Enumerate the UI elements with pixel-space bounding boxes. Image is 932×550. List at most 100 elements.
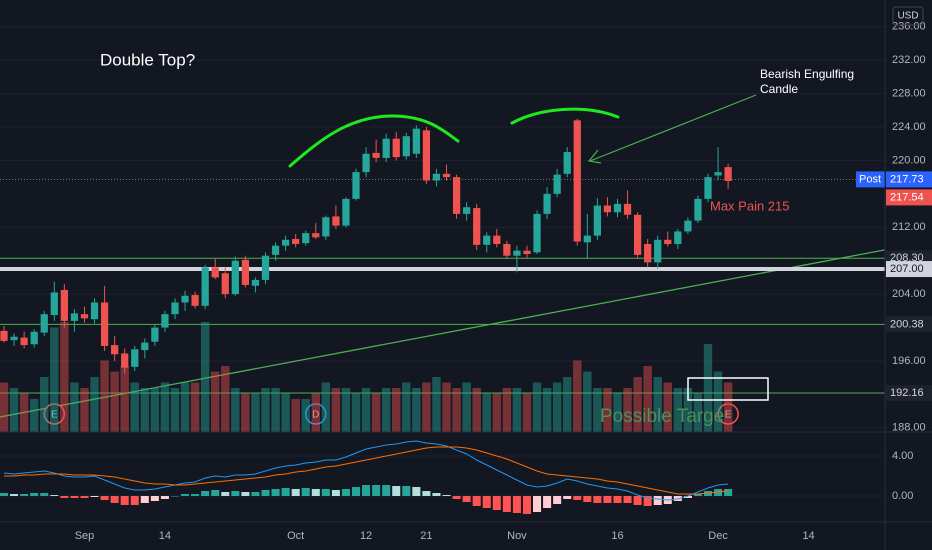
last-badge-label: 217.54 (890, 191, 924, 203)
y-tick-label: 0.00 (892, 490, 913, 502)
candle-body (533, 213, 541, 253)
volume-bar (60, 322, 69, 432)
engulfing-note: Candle (760, 82, 798, 96)
top-arc (510, 107, 620, 125)
volume-bar (9, 388, 19, 432)
volume-bar (50, 327, 59, 432)
volume-bar (221, 366, 230, 432)
x-tick-label: 14 (802, 530, 814, 542)
engulfing-note: Bearish Engulfing (760, 67, 854, 81)
macd-histogram (0, 493, 9, 496)
x-tick-label: 16 (611, 530, 623, 542)
macd-histogram (482, 496, 491, 508)
macd-histogram (402, 486, 411, 496)
volume-bar (713, 371, 723, 432)
volume-bar (412, 388, 421, 432)
macd-histogram (362, 485, 371, 496)
candle-body (261, 255, 270, 280)
macd-histogram (181, 494, 190, 496)
candle-body (231, 260, 239, 295)
volume-bar (160, 382, 170, 432)
y-tick-label: 212.00 (892, 221, 926, 233)
volume-bar (321, 382, 331, 432)
currency: USD (897, 11, 918, 22)
volume-bar (90, 377, 99, 432)
volume-bar (723, 382, 733, 432)
volume-bar (130, 382, 139, 432)
macd-histogram (150, 496, 159, 501)
candle-body (251, 279, 260, 286)
volume-bar (432, 377, 441, 432)
candle-body (292, 238, 300, 244)
event-marker (43, 403, 66, 425)
candle-body (151, 327, 159, 342)
macd-histogram (502, 496, 511, 512)
candle-body (603, 205, 612, 213)
volume-bar (683, 388, 693, 432)
macd-histogram (281, 488, 290, 496)
currency-box (892, 6, 924, 26)
volume-bar (492, 393, 502, 432)
event-marker (717, 403, 739, 425)
volume-bar (70, 382, 79, 432)
y-tick-label: 236.00 (892, 21, 926, 33)
arrow (589, 94, 757, 162)
macd-histogram (432, 493, 441, 496)
price-badge-label: 200.38 (890, 318, 924, 330)
volume-bar (241, 393, 250, 432)
macd-histogram (724, 489, 733, 496)
macd-histogram (422, 491, 431, 496)
volume-bar (341, 388, 351, 432)
macd-histogram (683, 496, 692, 498)
y-tick-label: 188.00 (892, 422, 926, 434)
macd-histogram (211, 490, 220, 496)
volume-bar (371, 393, 381, 432)
volume-bar (301, 399, 310, 432)
candle-body (714, 172, 722, 176)
volume-bar (522, 393, 532, 432)
macd-histogram (603, 496, 612, 503)
candle-body (90, 302, 99, 320)
x-tick-label: Dec (708, 530, 728, 542)
candle-body (402, 136, 410, 157)
candle-body (131, 349, 139, 367)
price-badge (886, 316, 932, 333)
post-tag (856, 171, 885, 188)
macd-histogram (231, 491, 240, 496)
y-tick-label: 4.00 (892, 450, 913, 462)
macd-histogram (301, 488, 310, 496)
candle-body (422, 130, 431, 181)
macd-line (4, 446, 729, 495)
volume-bar (110, 371, 119, 432)
macd-histogram (241, 492, 250, 496)
volume-bar (100, 360, 109, 432)
candle-body (271, 245, 280, 255)
candle-body (553, 174, 561, 194)
volume-bar (703, 344, 713, 432)
macd-histogram (593, 496, 602, 503)
candle-body (513, 250, 521, 256)
macd-histogram (382, 485, 391, 496)
candle-body (60, 289, 68, 321)
candle-body (674, 231, 682, 244)
volume-bar (482, 393, 491, 432)
candle-body (30, 331, 38, 345)
candle-body (221, 273, 229, 295)
y-tick-label: 220.00 (892, 154, 926, 166)
event-label: E (725, 410, 732, 421)
macd-histogram (201, 491, 210, 496)
candle-body (211, 267, 219, 278)
macd-histogram (472, 496, 481, 506)
macd-histogram (311, 489, 320, 496)
volume-bar (643, 366, 652, 432)
y-tick-label: 232.00 (892, 54, 926, 66)
macd-histogram (291, 489, 300, 496)
trendline (0, 249, 886, 418)
top-arc (288, 114, 460, 168)
macd-histogram (492, 496, 501, 510)
macd-histogram (583, 496, 592, 502)
event-label: D (312, 410, 319, 421)
volume-bar (281, 393, 290, 432)
volume-bar (80, 388, 89, 432)
price-badge (886, 261, 932, 278)
